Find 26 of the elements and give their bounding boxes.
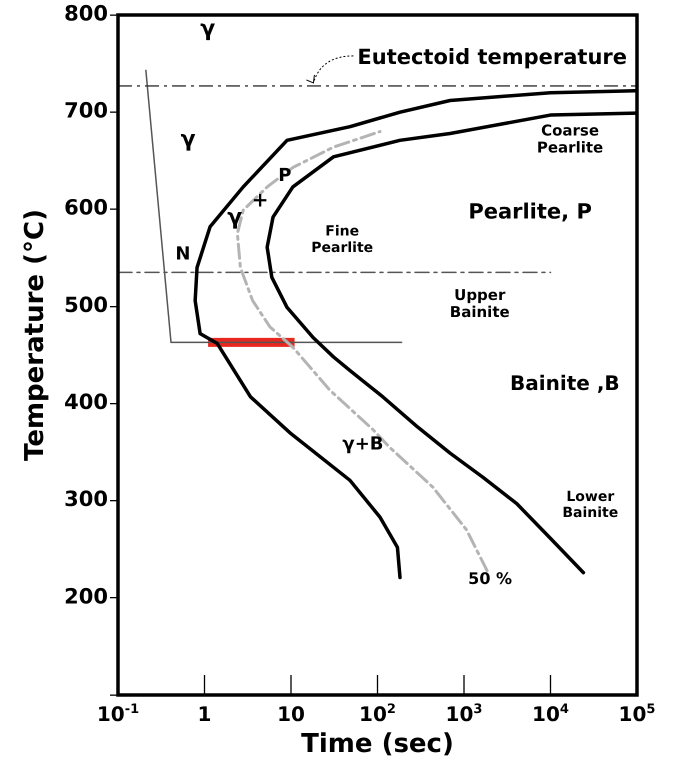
y-tick-label: 500 bbox=[64, 292, 108, 317]
annotation: Coarse Pearlite bbox=[536, 121, 604, 157]
annotation: Lower Bainite bbox=[562, 488, 618, 521]
ref-line-label: Eutectoid temperature bbox=[357, 44, 627, 69]
annotation: Bainite ,B bbox=[510, 371, 620, 396]
annotation: + bbox=[252, 188, 269, 212]
annotation: γ bbox=[180, 126, 196, 152]
annotation: γ+B bbox=[342, 433, 384, 454]
annotation: γ bbox=[227, 205, 242, 230]
y-tick-label: 800 bbox=[64, 1, 108, 26]
annotation: P bbox=[278, 164, 292, 186]
annotation: 50 % bbox=[468, 569, 512, 588]
annotation: γ bbox=[200, 16, 216, 42]
y-tick-label: 300 bbox=[64, 487, 108, 512]
annotation: Upper Bainite bbox=[450, 286, 510, 322]
y-tick-label: 200 bbox=[64, 584, 108, 608]
x-tick-label: 1 bbox=[198, 702, 212, 726]
x-tick-label: 10 bbox=[277, 702, 305, 726]
y-tick-label: 400 bbox=[64, 390, 108, 414]
x-axis-title: Time (sec) bbox=[301, 728, 454, 759]
y-tick-label: 600 bbox=[64, 196, 108, 220]
annotation: Pearlite, P bbox=[468, 199, 592, 224]
annotation: N bbox=[175, 244, 190, 265]
y-axis-title: Temperature (°C) bbox=[20, 209, 50, 461]
annotation: Fine Pearlite bbox=[311, 224, 374, 256]
y-tick-label: 700 bbox=[64, 98, 108, 123]
